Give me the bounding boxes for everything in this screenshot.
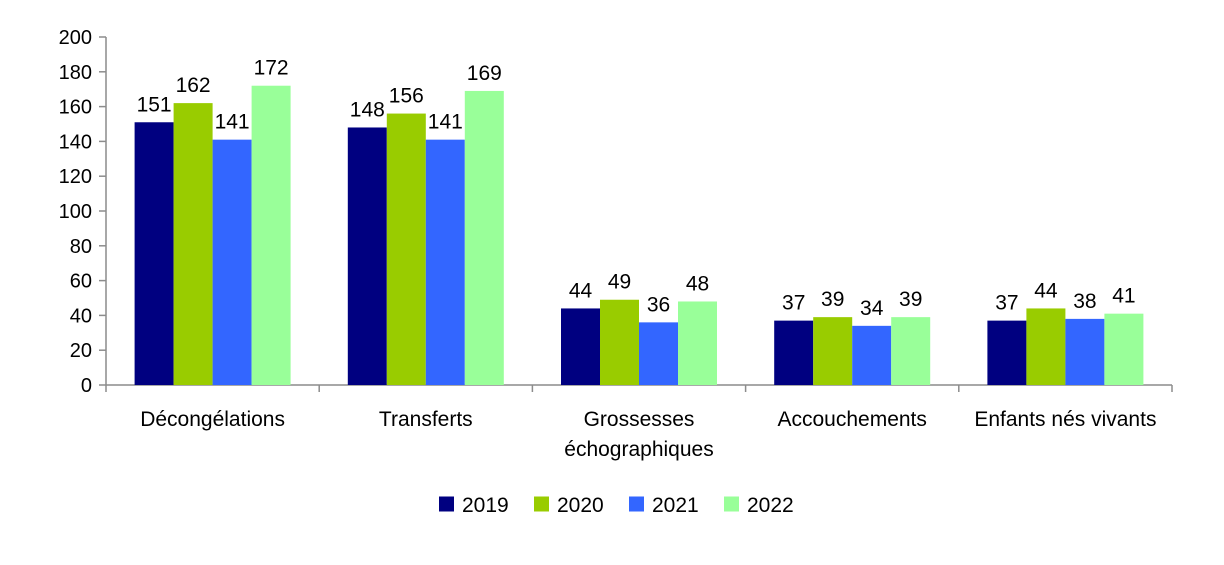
data-label-2022-3: 39 [899,288,922,311]
data-label-2022-4: 41 [1112,285,1135,308]
data-label-2021-4: 38 [1073,290,1096,313]
data-label-2019-3: 37 [782,292,805,315]
bar-2022-3 [891,317,931,385]
category-labels: Décongélations Transferts Grossesses échogr… [140,408,1156,461]
bar-2019-3 [774,320,814,385]
y-tick-label: 20 [70,340,92,362]
bar-2020-0 [173,103,213,386]
category-label: Enfants nés vivants [974,408,1156,431]
legend: 2019 2020 2021 2022 [439,494,794,517]
bar-2021-4 [1065,318,1105,385]
data-label-2019-0: 151 [137,93,172,116]
bar-2022-2 [678,301,717,385]
legend-label-2021: 2021 [652,494,699,517]
bar-2022-4 [1104,313,1144,385]
data-label-2021-2: 36 [647,293,670,316]
bar-2021-1 [425,139,465,385]
data-label-2022-1: 169 [467,62,502,85]
y-tick-label: 200 [59,27,92,49]
legend-swatch-2020 [534,496,549,512]
bar-2019-4 [987,320,1027,385]
legend-swatch-2022 [724,496,739,512]
data-label-2021-0: 141 [215,111,250,134]
y-tick-label: 0 [81,375,92,397]
data-label-2019-2: 44 [569,279,593,302]
bar-2022-0 [251,85,291,385]
bars [134,85,1144,386]
category-label: Accouchements [777,408,926,431]
y-tick-label: 140 [59,131,92,153]
bar-2020-1 [386,113,426,385]
data-label-2019-4: 37 [995,292,1018,315]
data-label-2019-1: 148 [350,98,385,121]
legend-label-2020: 2020 [557,494,604,517]
y-axis: 0 20 40 60 80 100 120 140 160 180 200 [59,27,107,397]
data-label-2020-1: 156 [389,85,424,108]
bar-2020-3 [813,317,853,385]
bar-2021-0 [212,139,252,385]
data-label-2020-3: 39 [821,288,844,311]
y-tick-label: 160 [59,97,92,119]
bar-2020-4 [1026,308,1066,385]
y-tick-label: 40 [70,305,92,327]
bar-2019-2 [561,308,600,385]
data-label-2021-3: 34 [860,297,884,320]
y-tick-label: 180 [59,62,92,84]
bar-2022-1 [464,90,504,385]
x-axis [105,384,1173,392]
y-tick-label: 100 [59,201,92,223]
y-tick-label: 80 [70,236,92,258]
category-label: échographiques [564,438,713,461]
category-label: Décongélations [140,408,285,431]
legend-swatch-2019 [439,496,454,512]
legend-label-2022: 2022 [747,494,794,517]
bar-2021-2 [639,322,678,385]
data-label-2020-2: 49 [608,271,631,294]
category-label: Transferts [379,408,473,431]
data-label-2021-1: 141 [428,111,463,134]
y-tick-label: 60 [70,271,92,293]
legend-swatch-2021 [629,496,644,512]
legend-label-2019: 2019 [462,494,509,517]
data-label-2022-0: 172 [254,57,289,80]
bar-2020-2 [600,299,639,385]
category-label: Grossesses [584,408,695,431]
data-label-2020-0: 162 [176,74,211,97]
bar-2021-3 [852,325,892,385]
bar-2019-1 [347,127,387,385]
data-label-2020-4: 44 [1034,279,1058,302]
y-tick-label: 120 [59,166,92,188]
data-label-2022-2: 48 [686,272,709,295]
bar-2019-0 [134,122,174,385]
